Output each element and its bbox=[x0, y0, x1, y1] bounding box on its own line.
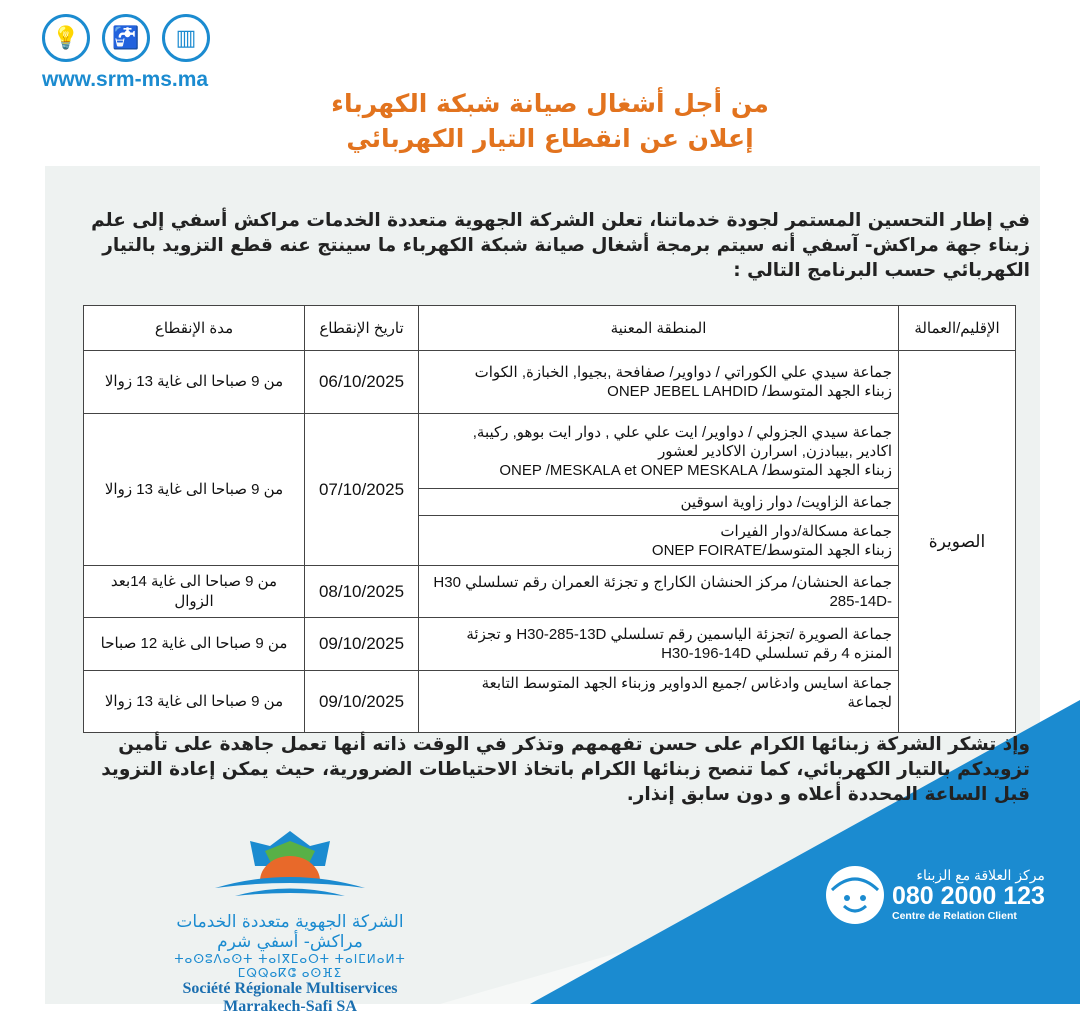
date-cell: 09/10/2025 bbox=[304, 670, 419, 733]
table-row: جماعة سيدي الجزولي / دواوير/ ايت علي علي… bbox=[83, 413, 1016, 566]
company-logo: الشركة الجهوية متعددة الخدمات مراكش- أسف… bbox=[160, 826, 420, 1016]
contact-label-fr: Centre de Relation Client bbox=[892, 910, 1017, 923]
duration-cell: من 9 صباحا الى غاية 13 زوالا bbox=[83, 670, 305, 733]
duration-cell: من 9 صباحا الى غاية 12 صباحا bbox=[83, 617, 305, 671]
area-cell: جماعة اسايس وادغاس /جميع الدواوير وزبناء… bbox=[418, 670, 899, 733]
logo-emblem-icon bbox=[215, 831, 365, 896]
header-duration: مدة الإنقطاع bbox=[83, 305, 305, 351]
area-cell: جماعة الصويرة /تجزئة الياسمين رقم تسلسلي… bbox=[418, 617, 899, 671]
duration-cell: من 9 صباحا الى غاية 13 زوالا bbox=[83, 413, 305, 566]
duration-cell: من 9 صباحا الى غاية 13 زوالا bbox=[83, 350, 305, 414]
header-date: تاريخ الإنقطاع bbox=[304, 305, 419, 351]
date-cell: 08/10/2025 bbox=[304, 565, 419, 618]
page-title: من أجل أشغال صيانة شبكة الكهرباء إعلان ع… bbox=[300, 86, 800, 156]
water-tap-icon: 🚰 bbox=[102, 14, 150, 62]
logo-arabic-text: الشركة الجهوية متعددة الخدمات مراكش- أسف… bbox=[176, 912, 404, 952]
province-cell: الصويرة bbox=[898, 350, 1016, 733]
service-icons: 💡 🚰 ▥ bbox=[42, 14, 210, 62]
area-cell: جماعة سيدي الجزولي / دواوير/ ايت علي علي… bbox=[418, 413, 899, 489]
header-province: الإقليم/العمالة bbox=[898, 305, 1016, 351]
logo-french-text: Société Régionale Multiservices Marrakec… bbox=[182, 980, 398, 1015]
date-cell: 06/10/2025 bbox=[304, 350, 419, 414]
title-line-1: من أجل أشغال صيانة شبكة الكهرباء bbox=[331, 89, 769, 118]
table-row: جماعة الحنشان/ مركز الحنشان الكاراج و تج… bbox=[83, 565, 1016, 618]
outage-table: الإقليم/العمالة المنطقة المعنية تاريخ ال… bbox=[83, 305, 1016, 733]
title-line-2: إعلان عن انقطاع التيار الكهربائي bbox=[346, 124, 754, 153]
logo-tifinagh-text: ⵜⴰⵙⵓⴷⴰⵙⵜ ⵜⴰⵏⴳⵎⴰⵔⵜ ⵜⴰⵏⵎⵍⴰⵍⵜ ⵎⵕⵕⴰⴽⵛ ⴰⵙⴼⵉ bbox=[174, 952, 406, 980]
duration-cell: من 9 صباحا الى غاية 14بعد الزوال bbox=[83, 565, 305, 618]
table-row: جماعة الزاويت/ دوار زاوية اسوقين bbox=[84, 488, 1016, 516]
area-cell: جماعة الزاويت/ دوار زاوية اسوقين bbox=[418, 488, 899, 516]
table-row: جماعة الصويرة /تجزئة الياسمين رقم تسلسلي… bbox=[83, 617, 1016, 671]
table-row: جماعة اسايس وادغاس /جميع الدواوير وزبناء… bbox=[83, 670, 1016, 733]
customer-center: مركز العلاقة مع الزبناء 080 2000 123 Cen… bbox=[826, 866, 1045, 924]
table-row: الصويرة جماعة سيدي علي الكوراتي / دواوير… bbox=[83, 350, 1016, 733]
closing-paragraph: وإذ تشكر الشركة زبنائها الكرام على حسن ت… bbox=[101, 734, 1030, 805]
lightbulb-icon: 💡 bbox=[42, 14, 90, 62]
mascot-icon bbox=[826, 866, 884, 924]
contact-label-ar: مركز العلاقة مع الزبناء bbox=[916, 867, 1045, 884]
header-area: المنطقة المعنية bbox=[418, 305, 899, 351]
website-link[interactable]: www.srm-ms.ma bbox=[42, 68, 209, 91]
meter-icon: ▥ bbox=[162, 14, 210, 62]
date-cell: 07/10/2025 bbox=[304, 413, 419, 566]
area-cell: جماعة سيدي علي الكوراتي / دواوير/ صفافحة… bbox=[418, 350, 899, 414]
date-cell: 09/10/2025 bbox=[304, 617, 419, 671]
table-header: الإقليم/العمالة المنطقة المعنية تاريخ ال… bbox=[83, 305, 1016, 351]
intro-paragraph: في إطار التحسين المستمر لجودة خدماتنا، ت… bbox=[91, 210, 1030, 281]
area-cell: جماعة الحنشان/ مركز الحنشان الكاراج و تج… bbox=[418, 565, 899, 618]
contact-phone[interactable]: 080 2000 123 bbox=[892, 882, 1045, 911]
area-cell: جماعة مسكالة/دوار الفيرات زبناء الجهد الم… bbox=[418, 515, 899, 566]
